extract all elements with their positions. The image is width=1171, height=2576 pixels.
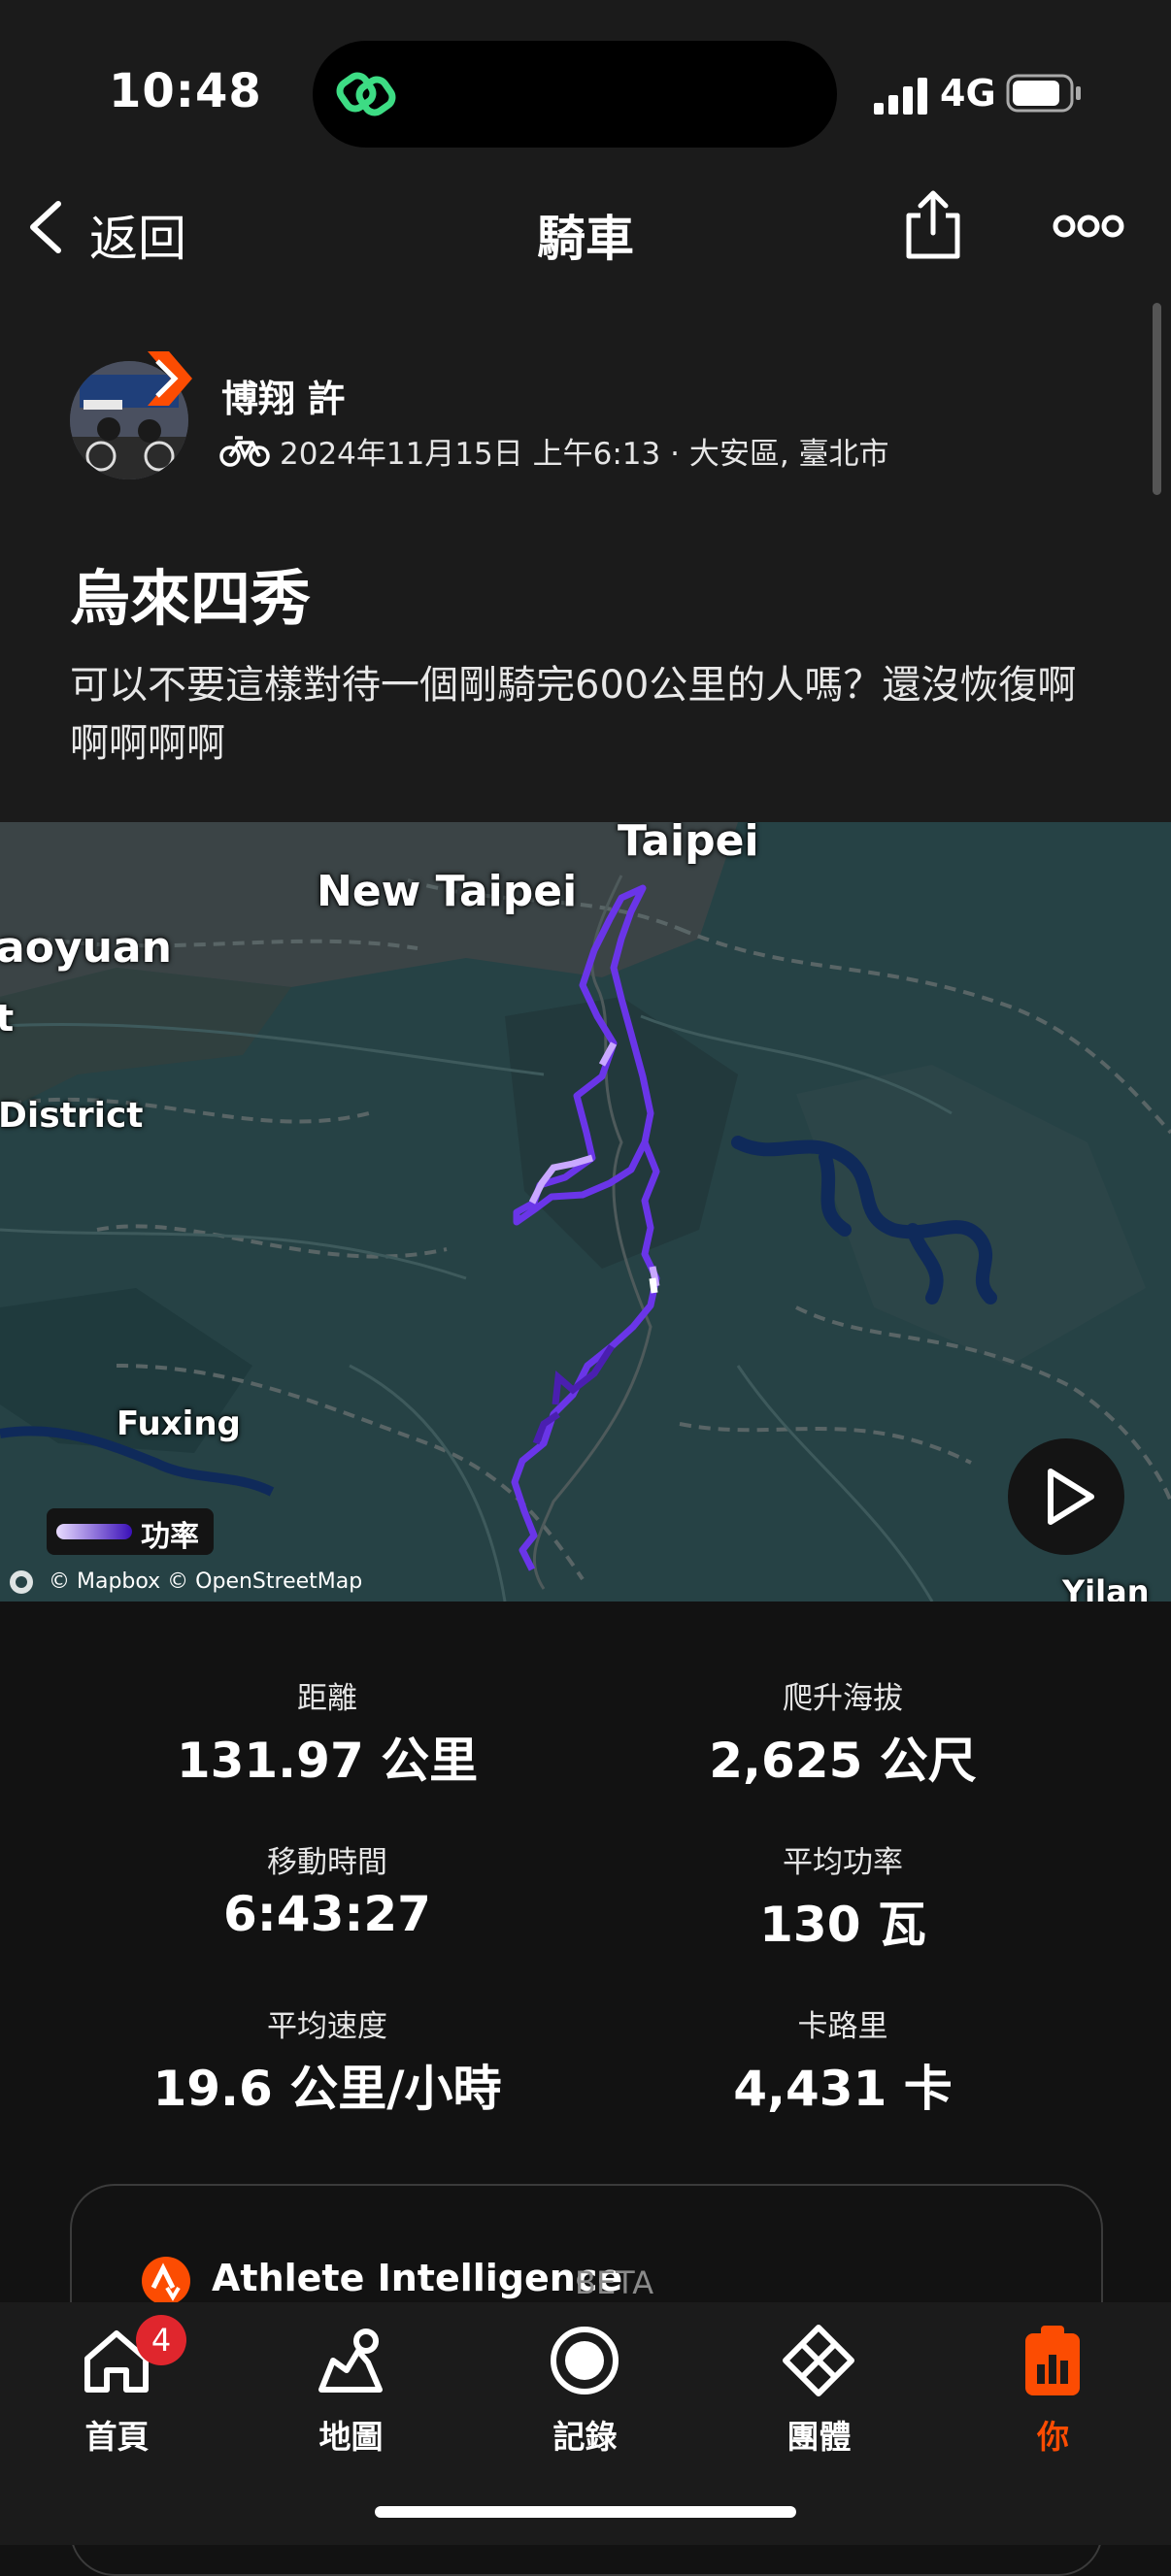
- notification-badge: 4: [136, 2315, 186, 2365]
- map-label-taoyuan: aoyuan: [0, 923, 172, 973]
- map-terrain: [0, 822, 1171, 1602]
- home-icon: [84, 2330, 149, 2393]
- strava-badge-icon: [148, 351, 192, 406]
- route-map[interactable]: Taipei New Taipei aoyuan t District Fuxi…: [0, 822, 1171, 1602]
- map-label-new-taipei: New Taipei: [317, 867, 578, 916]
- tab-label-you: 你: [1037, 2418, 1069, 2456]
- activity-meta: 2024年11月15日 上午6:13 · 大安區, 臺北市: [280, 437, 889, 472]
- share-icon[interactable]: [899, 188, 967, 262]
- stat-label-calories: 卡路里: [797, 2009, 888, 2044]
- you-icon: [1025, 2326, 1080, 2395]
- tab-label-home: 首頁: [84, 2418, 150, 2456]
- strava-logo-icon: [142, 2257, 190, 2305]
- route-line: [511, 884, 660, 1571]
- back-chevron-icon[interactable]: [23, 198, 70, 256]
- activity-header: [0, 293, 1171, 822]
- power-gradient-icon: [56, 1524, 132, 1539]
- activity-description: 可以不要這樣對待一個剛騎完600公里的人嗎？還沒恢復啊啊啊啊啊: [70, 663, 1077, 766]
- stat-label-elevation: 爬升海拔: [783, 1681, 903, 1716]
- map-label-taipei: Taipei: [618, 822, 759, 866]
- home-indicator[interactable]: [375, 2506, 796, 2518]
- mapbox-logo-icon: [10, 1570, 33, 1594]
- signal-icon: [874, 78, 927, 115]
- status-time: 10:48: [109, 64, 262, 118]
- map-label-district: District: [0, 1096, 144, 1136]
- bike-icon: [219, 436, 270, 467]
- play-icon: [1048, 1469, 1094, 1525]
- more-options-icon[interactable]: [1053, 212, 1124, 241]
- network-type: 4G: [940, 72, 996, 115]
- map-legend-label: 功率: [141, 1520, 199, 1554]
- map-icon: [318, 2328, 383, 2393]
- nav-bar: [0, 175, 1171, 293]
- map-attribution[interactable]: © Mapbox © OpenStreetMap: [49, 1569, 363, 1594]
- scrollbar[interactable]: [1153, 303, 1161, 495]
- tab-home[interactable]: 首頁: [0, 2308, 234, 2456]
- activity-title: 烏來四秀: [70, 563, 312, 634]
- map-label-fuxing: Fuxing: [117, 1404, 241, 1443]
- stat-label-avg-speed: 平均速度: [267, 2009, 387, 2044]
- tab-maps[interactable]: 地圖: [234, 2308, 468, 2456]
- map-label-t: t: [0, 997, 15, 1040]
- tab-record[interactable]: 記錄: [468, 2308, 702, 2456]
- battery-icon: [1006, 74, 1081, 113]
- groups-icon: [783, 2325, 854, 2396]
- beta-badge: BETA: [575, 2264, 654, 2301]
- avatar-photo-icon: [70, 361, 188, 479]
- flyover-play-button[interactable]: [1008, 1438, 1124, 1555]
- athlete-name[interactable]: 博翔 許: [221, 378, 346, 420]
- stat-label-avg-power: 平均功率: [783, 1845, 903, 1880]
- stat-label-moving-time: 移動時間: [267, 1845, 387, 1880]
- stat-label-distance: 距離: [297, 1681, 357, 1716]
- link-icon: [336, 72, 396, 116]
- stat-value-avg-speed: 19.6 公里/小時: [152, 2061, 502, 2117]
- athlete-intelligence-title: Athlete Intelligence: [212, 2257, 623, 2299]
- tab-groups[interactable]: 團體: [702, 2308, 936, 2456]
- map-label-yilan: Yilan C: [1062, 1573, 1150, 1602]
- stat-value-elevation: 2,625 公尺: [709, 1733, 977, 1789]
- dynamic-island: [313, 41, 837, 148]
- stat-value-avg-power: 130 瓦: [759, 1897, 926, 1953]
- tab-label-groups: 團體: [786, 2418, 852, 2456]
- tab-label-maps: 地圖: [318, 2418, 384, 2456]
- back-button[interactable]: 返回: [89, 211, 186, 267]
- stat-value-calories: 4,431 卡: [733, 2061, 953, 2117]
- avatar[interactable]: [70, 361, 188, 479]
- record-icon: [551, 2327, 619, 2394]
- tab-you[interactable]: 你: [936, 2308, 1170, 2456]
- stat-value-distance: 131.97 公里: [176, 1733, 479, 1789]
- stat-value-moving-time: 6:43:27: [223, 1886, 431, 1942]
- tab-label-record: 記錄: [552, 2418, 618, 2456]
- map-legend: [47, 1508, 214, 1555]
- page-title: 騎車: [537, 211, 634, 267]
